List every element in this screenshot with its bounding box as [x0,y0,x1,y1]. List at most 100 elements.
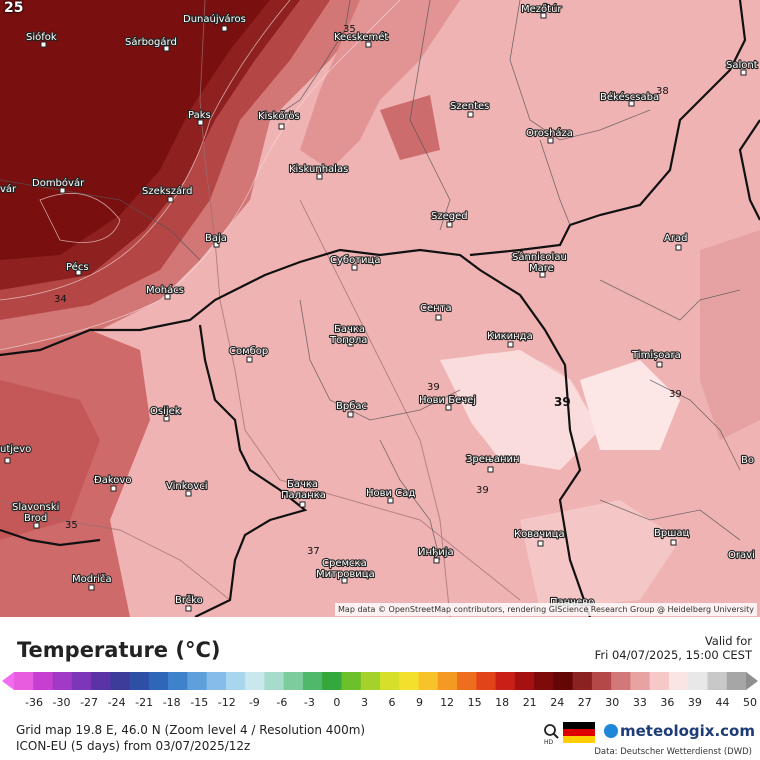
city-label: Бачка [334,324,365,335]
isotherm-label: 39 [476,485,489,496]
city-label: Сремска [322,558,367,569]
zone-south-east [520,500,680,610]
corner-value: 25 [4,0,24,16]
scale-tick-label: -27 [80,696,99,709]
scale-cell [418,672,439,690]
city-label: Вршац [654,528,689,539]
scale-tick-label: 3 [360,696,368,709]
valid-label: Valid for [704,634,752,648]
scale-tick-label: -36 [25,696,43,709]
scale-tick-label: -3 [303,696,315,709]
scale-cell [688,672,709,690]
scale-tick-label: 44 [715,696,730,709]
scale-arrow-right [746,672,758,690]
city-label: Paks [188,110,211,121]
scale-cells [14,672,747,690]
scale-tick-label: -15 [190,696,209,709]
city-markers [4,12,747,612]
scale-cell [322,672,343,690]
scale-tick-label: 9 [416,696,424,709]
scale-cell [14,672,34,690]
scale-cell [457,672,477,690]
city-label: Baja [205,233,227,244]
scale-cell [630,672,651,690]
city-label: Врбас [336,401,367,412]
scale-tick-label: 50 [743,696,757,709]
scale-cell [591,672,612,690]
isotherm-label: 39 [427,382,440,393]
scale-cell [264,672,285,690]
zone-east-warm [700,230,760,440]
city-label: Slavonski [12,502,59,513]
zone-sw-hot [0,380,100,540]
isotherm-lines [0,0,586,463]
city-label: Суботица [330,255,380,266]
scale-cell [206,672,227,690]
scale-cell [341,672,362,690]
scale-cell [380,672,400,690]
scale-arrow-left [2,672,14,690]
scale-tick-label: 6 [388,696,396,709]
city-label: Dombóvár [32,177,85,189]
scale-cell [225,672,246,690]
scale-cell [302,672,323,690]
temperature-map[interactable]: Siófok Sárbogárd Dunaújváros Kecskemét M… [0,0,760,617]
city-label: Sárbogárd [125,36,177,48]
city-label: Паланка [281,490,326,501]
city-label: utjevo [0,444,31,455]
scale-cell [649,672,670,690]
scale-cell [168,672,188,690]
globe-icon [604,724,618,738]
scale-cell [245,672,266,690]
scale-cell [707,672,728,690]
city-label: Бачка [287,479,318,490]
scale-tick-label: -9 [248,696,260,709]
scale-cell [187,672,208,690]
city-label: Митровица [316,569,375,580]
scale-cell [360,672,381,690]
city-label: Mohács [146,284,184,296]
color-scale [2,672,758,690]
city-label: Инђија [418,546,454,558]
city-label: Siófok [26,31,57,43]
scale-tick-label: -18 [162,696,181,709]
country-borders [0,0,760,617]
city-label: Сомбор [229,346,268,357]
scale-tick-label: 15 [467,696,482,709]
scale-cell [437,672,458,690]
scale-ticks: -36 -30 -27 -24 -21 -18 -15 -12 -9 -6 -3 0 3 6 9 12 15 18… [0,696,760,710]
scale-tick-label: -6 [276,696,288,709]
brand-name: meteologix.com [620,722,755,740]
hd-label: HD [544,739,554,745]
isotherm-label: 39 [554,395,571,409]
scale-cell [110,672,131,690]
zone-north-spot [380,95,440,160]
isotherm-label: 39 [669,389,682,400]
hd-magnifier-icon[interactable]: HD [543,723,561,745]
map-canvas: Siófok Sárbogárd Dunaújváros Kecskemét M… [0,0,760,617]
grid-info: Grid map 19.8 E, 46.0 N (Zoom level 4 / … [16,723,366,737]
scale-cell [71,672,92,690]
scale-cell [514,672,535,690]
city-label: vár [0,183,17,195]
admin-borders [0,0,741,561]
city-label: Salont [726,60,758,71]
scale-tick-label: 39 [687,696,702,709]
scale-cell [129,672,150,690]
city-label: Kecskemét [334,31,388,43]
city-label: Timișoara [631,350,681,361]
scale-tick-label: 12 [440,696,455,709]
isotherm-label: 37 [307,546,320,557]
city-label: Đakovo [94,475,131,486]
brand-logo[interactable]: meteologix.com [604,722,755,740]
scale-tick-label: 18 [495,696,510,709]
scale-tick-label: -12 [217,696,236,709]
data-credit: Data: Deutscher Wetterdienst (DWD) [594,747,752,757]
scale-tick-label: 33 [632,696,647,709]
legend-title: Temperature (°C) [17,638,221,662]
city-label: Топола [329,335,367,346]
isotherm-label: 35 [343,24,356,35]
scale-cell [476,672,497,690]
city-label: Зрењанин [466,454,520,465]
city-label: Kiskőrös [258,110,300,122]
